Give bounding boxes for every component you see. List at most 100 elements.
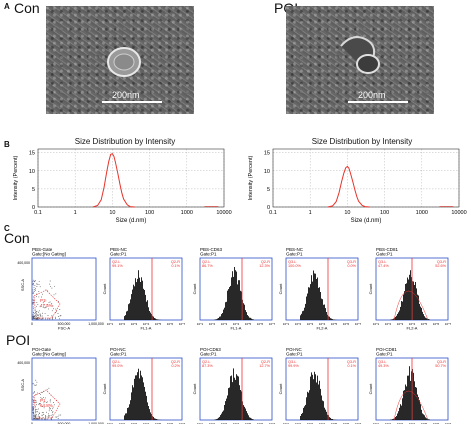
- scatter-event-dot: [32, 281, 34, 283]
- scatter-event-dot: [42, 312, 43, 314]
- scatter-event-dot: [41, 296, 43, 298]
- hist-xtick-label: 10^6: [433, 422, 440, 424]
- quadrant-left-value: 87.3%: [202, 364, 213, 368]
- scatter-ytick-label: 400,000: [17, 361, 30, 365]
- scatter-event-dot: [34, 415, 36, 417]
- scatter-event-dot: [32, 300, 34, 302]
- quadrant-right-value: 52.6%: [435, 264, 446, 268]
- dls-series-line: [327, 165, 370, 208]
- quadrant-right-label: Q3-R: [347, 260, 356, 264]
- scatter-event-dot: [55, 308, 57, 310]
- hist-xtick-label: 10^5: [331, 422, 338, 424]
- hist-bar: [410, 380, 411, 420]
- hist-bar: [324, 407, 325, 420]
- hist-xtick-label: 10^5: [245, 322, 252, 326]
- scatter-event-dot: [38, 291, 40, 292]
- hist-title: PBS-CD81: [376, 247, 399, 252]
- hist-bar: [403, 390, 404, 420]
- scale-bar-con: [102, 101, 162, 103]
- hist-bar: [308, 392, 309, 420]
- hist-bar: [143, 288, 144, 320]
- quadrant-left-value: 99.1%: [112, 264, 123, 268]
- hist-bar: [421, 307, 422, 320]
- hist-bar: [227, 290, 228, 320]
- hist-bar: [138, 368, 139, 420]
- scatter-event-dot: [36, 282, 38, 284]
- hist-bar: [219, 416, 220, 420]
- scatter-event-dot: [57, 418, 59, 419]
- scatter-event-dot: [54, 285, 56, 287]
- hist-bar: [409, 274, 410, 320]
- scatter-xtick-label: 0: [31, 422, 33, 424]
- hist-bar: [311, 275, 312, 320]
- scatter-event-dot: [51, 314, 53, 316]
- hist-xtick-label: 10^6: [257, 422, 264, 424]
- hist-bar: [224, 405, 225, 420]
- scatter-event-dot: [33, 290, 35, 292]
- hist-bar: [146, 301, 147, 320]
- hist-bar: [418, 295, 419, 320]
- scatter-event-dot: [32, 291, 34, 293]
- hist-gate-label: Gate:P1: [376, 252, 393, 257]
- scatter-event-dot: [36, 295, 37, 297]
- scatter-event-dot: [39, 306, 41, 308]
- scatter-event-dot: [36, 411, 38, 413]
- hist-bar: [303, 407, 304, 420]
- hist-bar: [229, 387, 230, 420]
- hist-bar: [126, 311, 127, 320]
- dls-ytick-label: 15: [29, 151, 35, 157]
- scatter-event-dot: [49, 408, 51, 410]
- hist-bar: [246, 312, 247, 320]
- hist-bar: [422, 311, 423, 320]
- hist-bar: [222, 411, 223, 420]
- scatter-event-dot: [35, 384, 36, 386]
- scatter-event-dot: [33, 317, 35, 319]
- hist-bar: [133, 284, 134, 320]
- hist-xtick-label: 10^5: [245, 422, 252, 424]
- dls-chart-con: 0.1 1 10 100 1000 10000 0 5 10 15 Size (d.nm) Inten…: [13, 148, 232, 224]
- hist-bar: [243, 405, 244, 420]
- hist-bar: [141, 375, 142, 420]
- hist-bar: [145, 391, 146, 420]
- scatter-event-dot: [43, 402, 45, 404]
- hist-bar: [150, 412, 151, 420]
- scatter-event-dot: [55, 293, 57, 295]
- hist-ylabel: Count: [278, 283, 283, 295]
- scatter-event-dot: [43, 414, 45, 415]
- hist-bar: [323, 401, 324, 420]
- hist-bar: [138, 270, 139, 320]
- hist-bar: [247, 315, 248, 320]
- hist-bar: [239, 280, 240, 320]
- hist-xtick-label: 10^6: [343, 322, 350, 326]
- hist-xtick-label: 10^5: [421, 422, 428, 424]
- scatter-event-dot: [32, 298, 34, 300]
- hist-xtick-label: 10^6: [343, 422, 350, 424]
- hist-xtick-label: 10^5: [155, 422, 162, 424]
- hist-bar: [322, 400, 323, 420]
- scatter-xtick-label: 1,000,000: [88, 422, 104, 424]
- hist-bar: [420, 306, 421, 320]
- scatter-event-dot: [41, 414, 43, 416]
- hist-bar: [315, 273, 316, 320]
- scale-bar-poi: [348, 101, 408, 103]
- scatter-event-dot: [52, 406, 54, 408]
- hist-bar: [251, 318, 252, 320]
- hist-xtick-label: 10^6: [167, 422, 174, 424]
- scatter-event-dot: [34, 314, 36, 316]
- dls-xtick-label: 10: [344, 210, 350, 216]
- exosome-con: [107, 47, 141, 77]
- hist-bar: [217, 418, 218, 420]
- hist-bar: [424, 415, 425, 420]
- hist-bar: [157, 319, 158, 320]
- hist-gate-label: Gate:P1: [200, 252, 217, 257]
- scatter-event-dot: [32, 406, 34, 408]
- hist-bar: [409, 366, 410, 420]
- scatter-event-dot: [51, 317, 53, 319]
- scatter-event-dot: [37, 411, 39, 413]
- hist-bar: [231, 375, 232, 420]
- hist-ylabel: Count: [102, 383, 107, 395]
- hist-bar: [232, 382, 233, 420]
- hist-xtick-label: 10^7: [179, 422, 186, 424]
- hist-bar: [317, 375, 318, 420]
- scatter-event-dot: [32, 303, 34, 304]
